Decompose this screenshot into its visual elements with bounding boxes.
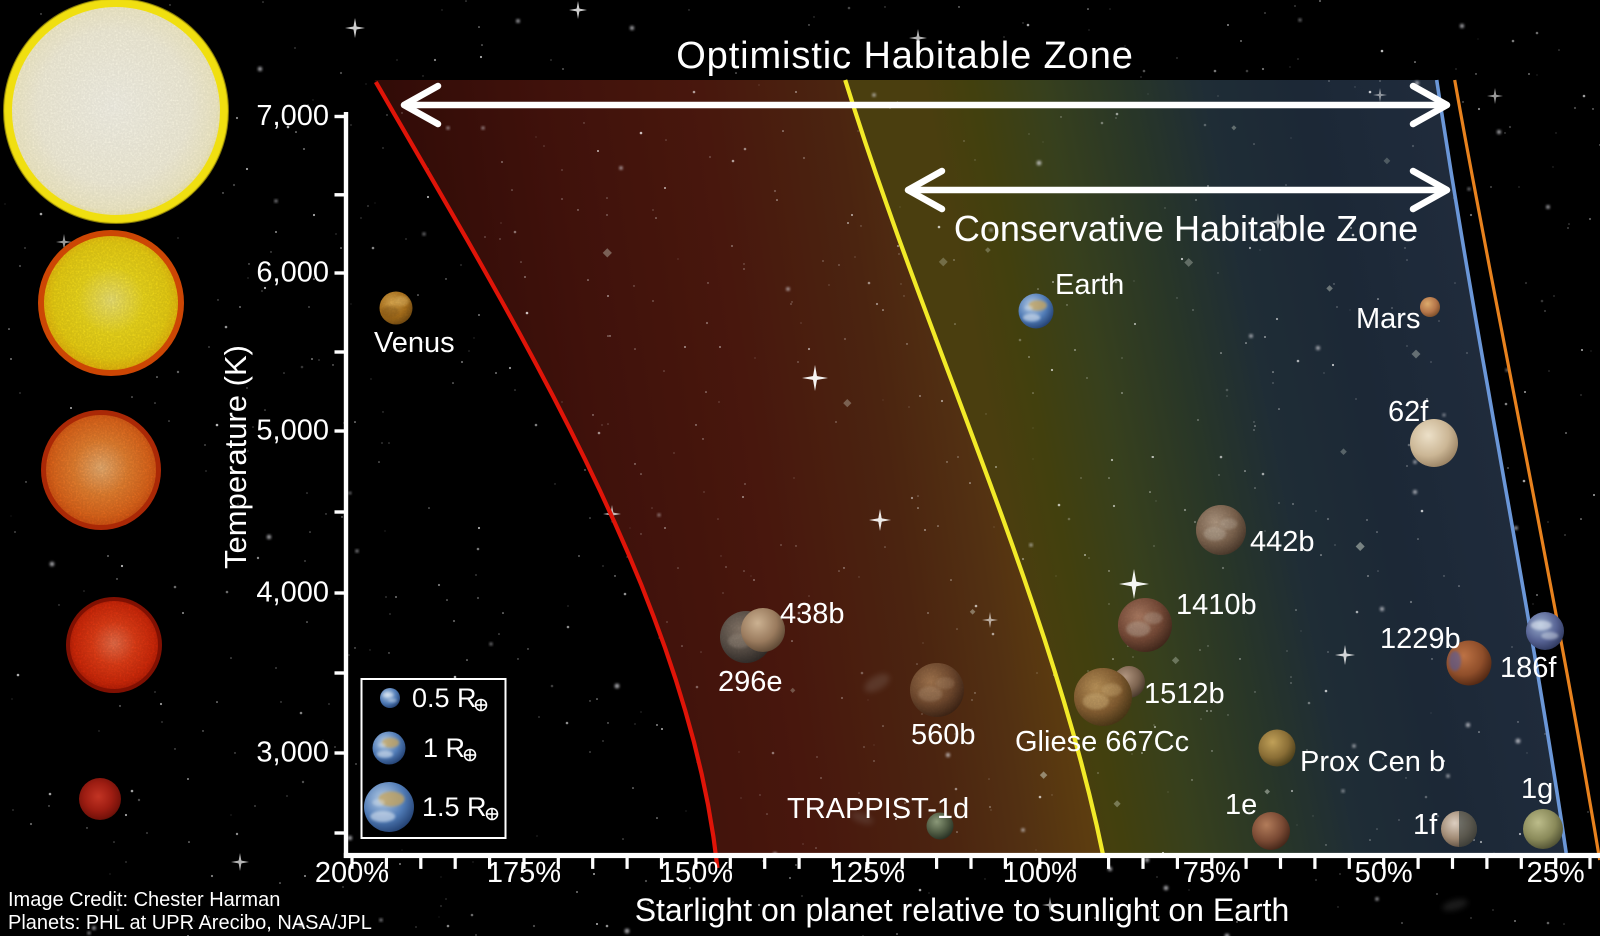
svg-text:0.5 R: 0.5 R — [412, 683, 477, 713]
svg-text:7,000: 7,000 — [256, 100, 329, 132]
svg-text:438b: 438b — [780, 598, 845, 630]
svg-text:442b: 442b — [1250, 526, 1315, 558]
svg-text:6,000: 6,000 — [256, 257, 329, 289]
svg-text:1g: 1g — [1521, 773, 1553, 805]
svg-text:200%: 200% — [315, 857, 389, 889]
svg-text:Prox Cen b: Prox Cen b — [1300, 746, 1445, 778]
svg-text:3,000: 3,000 — [256, 737, 329, 769]
svg-text:Conservative Habitable Zone: Conservative Habitable Zone — [954, 208, 1418, 249]
svg-text:Venus: Venus — [374, 327, 455, 359]
svg-text:Mars: Mars — [1356, 303, 1420, 335]
svg-text:1229b: 1229b — [1380, 623, 1461, 655]
svg-text:186f: 186f — [1500, 652, 1557, 684]
svg-text:1.5 R: 1.5 R — [422, 792, 487, 822]
svg-text:1e: 1e — [1225, 789, 1257, 821]
svg-text:560b: 560b — [911, 719, 976, 751]
svg-text:1512b: 1512b — [1144, 678, 1225, 710]
svg-text:Image Credit: Chester Harman: Image Credit: Chester Harman — [8, 889, 280, 911]
svg-text:50%: 50% — [1355, 857, 1413, 889]
svg-text:Earth: Earth — [1055, 269, 1124, 301]
svg-text:4,000: 4,000 — [256, 577, 329, 609]
svg-text:100%: 100% — [1003, 857, 1077, 889]
svg-text:Gliese 667Cc: Gliese 667Cc — [1015, 726, 1189, 758]
svg-text:TRAPPIST-1d: TRAPPIST-1d — [787, 793, 969, 825]
svg-text:Planets: PHL at UPR Arecibo,: Planets: PHL at UPR Arecibo, NASA/JPL — [8, 912, 372, 934]
svg-text:125%: 125% — [831, 857, 905, 889]
svg-text:296e: 296e — [718, 666, 783, 698]
svg-text:Optimistic Habitable Zone: Optimistic Habitable Zone — [676, 35, 1134, 77]
svg-text:75%: 75% — [1183, 857, 1241, 889]
svg-text:Starlight on planet relative t: Starlight on planet relative to sunlight… — [635, 892, 1290, 928]
svg-text:5,000: 5,000 — [256, 415, 329, 447]
svg-text:1 R: 1 R — [423, 733, 465, 763]
svg-text:Temperature (K): Temperature (K) — [218, 345, 253, 569]
svg-text:62f: 62f — [1388, 396, 1429, 428]
svg-text:150%: 150% — [659, 857, 733, 889]
svg-text:25%: 25% — [1527, 857, 1585, 889]
svg-text:175%: 175% — [487, 857, 561, 889]
svg-text:1f: 1f — [1413, 809, 1438, 841]
svg-text:1410b: 1410b — [1176, 589, 1257, 621]
